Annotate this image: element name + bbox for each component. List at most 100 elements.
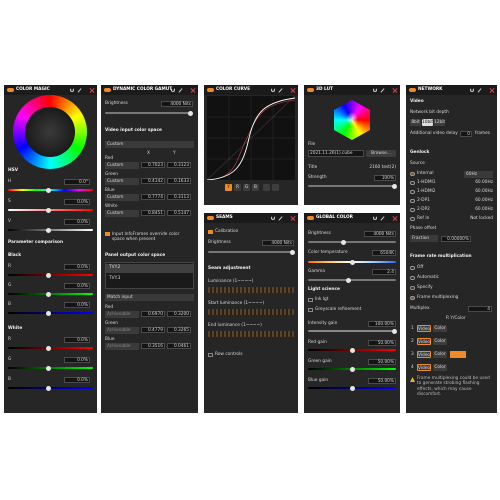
radio[interactable] xyxy=(410,180,415,185)
value-field[interactable]: 4000 Nits xyxy=(161,101,193,107)
value-field[interactable]: 2.4 xyxy=(372,269,396,275)
reset-icon[interactable] xyxy=(271,216,275,220)
value-field[interactable]: 0.0% xyxy=(64,337,90,343)
video-button[interactable]: Video xyxy=(417,325,431,332)
radio[interactable] xyxy=(410,189,415,194)
value-field[interactable]: 4 xyxy=(468,306,492,312)
value-field[interactable]: 0.0% xyxy=(64,357,90,363)
value-field[interactable]: 0.3265 xyxy=(167,327,191,333)
checkbox[interactable] xyxy=(308,307,313,312)
color-button[interactable]: Color xyxy=(433,325,447,332)
channel-button[interactable]: B xyxy=(252,184,259,191)
value-field[interactable]: 0.0% xyxy=(64,377,90,383)
dropdown[interactable]: Achievable xyxy=(105,343,139,350)
list-item[interactable]: TVY.2 xyxy=(109,265,121,270)
dropdown[interactable]: Custom xyxy=(105,178,139,185)
toggle[interactable] xyxy=(409,88,416,92)
toggle[interactable] xyxy=(104,88,111,92)
channel-button[interactable]: Y xyxy=(225,184,232,191)
curve-tool[interactable] xyxy=(272,184,279,191)
value-field[interactable]: 0.3200 xyxy=(167,311,191,317)
color-swatch[interactable] xyxy=(450,351,466,358)
value-field[interactable]: 0 xyxy=(460,131,472,137)
luminance-bar[interactable] xyxy=(208,309,294,315)
value-field[interactable]: 0.0° xyxy=(64,179,90,185)
value-field[interactable]: 0.3123 xyxy=(167,162,191,168)
file-field[interactable]: 2021.11.26(1).cube xyxy=(308,150,364,157)
value-field[interactable]: 0.00000% xyxy=(441,236,471,242)
reset-icon[interactable] xyxy=(373,216,377,220)
value-field[interactable]: 0.8451 xyxy=(141,210,165,216)
slider[interactable] xyxy=(105,112,192,114)
value-field[interactable]: 0.0461 xyxy=(167,343,191,349)
color-button[interactable]: Color xyxy=(433,364,447,371)
value-field[interactable]: 0.3516 xyxy=(141,343,165,349)
radio[interactable] xyxy=(410,171,415,176)
bit-depth-button[interactable]: 12bit xyxy=(434,119,446,126)
curve-tool[interactable] xyxy=(263,184,270,191)
browse-button[interactable]: Browse... xyxy=(366,150,396,157)
value-field[interactable]: 0.3113 xyxy=(167,194,191,200)
slider[interactable] xyxy=(308,185,396,187)
dropdown[interactable]: Achievable xyxy=(105,311,139,318)
dropdown[interactable]: 60Hz xyxy=(464,170,493,178)
toggle[interactable] xyxy=(7,88,14,92)
dropdown[interactable]: Custom xyxy=(105,210,139,217)
reset-icon[interactable] xyxy=(271,88,275,92)
slider[interactable] xyxy=(308,241,396,243)
value-field[interactable]: 0.4142 xyxy=(141,178,165,184)
toggle[interactable] xyxy=(307,88,314,92)
slider[interactable] xyxy=(308,330,396,332)
luminance-bar[interactable] xyxy=(208,331,294,337)
value-field[interactable]: 0.0% xyxy=(64,264,90,270)
value-field[interactable]: 50.00% xyxy=(368,378,396,384)
video-button[interactable]: Video xyxy=(417,364,431,371)
value-field[interactable]: 0.5147 xyxy=(167,210,191,216)
bit-depth-button[interactable]: 10bit xyxy=(422,119,434,126)
checkbox[interactable] xyxy=(308,297,313,302)
value-field[interactable]: 0.0% xyxy=(64,283,90,289)
radio[interactable] xyxy=(410,275,415,280)
bit-depth-button[interactable]: 8bit xyxy=(410,119,421,126)
value-field[interactable]: 100.00% xyxy=(368,321,396,327)
value-field[interactable]: 4000 Nits xyxy=(364,231,396,237)
slider[interactable] xyxy=(208,251,294,253)
color-button[interactable]: Color xyxy=(433,338,447,345)
channel-button[interactable]: R xyxy=(234,184,241,191)
dropdown[interactable]: Achievable xyxy=(105,327,139,334)
list-item[interactable]: TVY.3 xyxy=(109,276,121,281)
reset-icon[interactable] xyxy=(470,88,474,92)
value-field[interactable]: 0.0% xyxy=(64,219,90,225)
luminance-bar[interactable] xyxy=(208,287,294,293)
video-button[interactable]: Video xyxy=(417,351,431,358)
value-field[interactable]: 0.1633 xyxy=(167,178,191,184)
radio[interactable] xyxy=(410,285,415,290)
value-field[interactable]: 0.0% xyxy=(64,199,90,205)
color-button[interactable]: Color xyxy=(433,351,447,358)
checkbox[interactable] xyxy=(208,352,213,357)
value-field[interactable]: 4000 Nits xyxy=(262,240,294,246)
value-field[interactable]: 0.6970 xyxy=(141,311,165,317)
reset-icon[interactable] xyxy=(70,88,74,92)
dropdown[interactable]: Custom xyxy=(105,162,139,169)
reset-icon[interactable] xyxy=(373,88,377,92)
toggle[interactable] xyxy=(207,216,214,220)
channel-button[interactable]: G xyxy=(243,184,250,191)
radio[interactable] xyxy=(410,295,415,300)
video-button[interactable]: Video xyxy=(417,338,431,345)
slider[interactable] xyxy=(308,279,396,281)
radio[interactable] xyxy=(410,198,415,203)
value-field[interactable]: 0.0% xyxy=(64,302,90,308)
value-field[interactable]: 0.7023 xyxy=(141,162,165,168)
dropdown[interactable]: Fraction xyxy=(410,235,438,242)
value-field[interactable]: 50.00% xyxy=(368,340,396,346)
dropdown[interactable]: Match input xyxy=(105,294,194,301)
value-field[interactable]: 0.4779 xyxy=(141,327,165,333)
dropdown[interactable]: Custom xyxy=(105,141,194,148)
toggle[interactable] xyxy=(207,88,214,92)
value-field[interactable]: 6504K xyxy=(372,250,396,256)
value-field[interactable]: 100% xyxy=(374,175,396,181)
checkbox[interactable] xyxy=(105,231,110,236)
radio[interactable] xyxy=(410,265,415,270)
radio[interactable] xyxy=(410,207,415,212)
